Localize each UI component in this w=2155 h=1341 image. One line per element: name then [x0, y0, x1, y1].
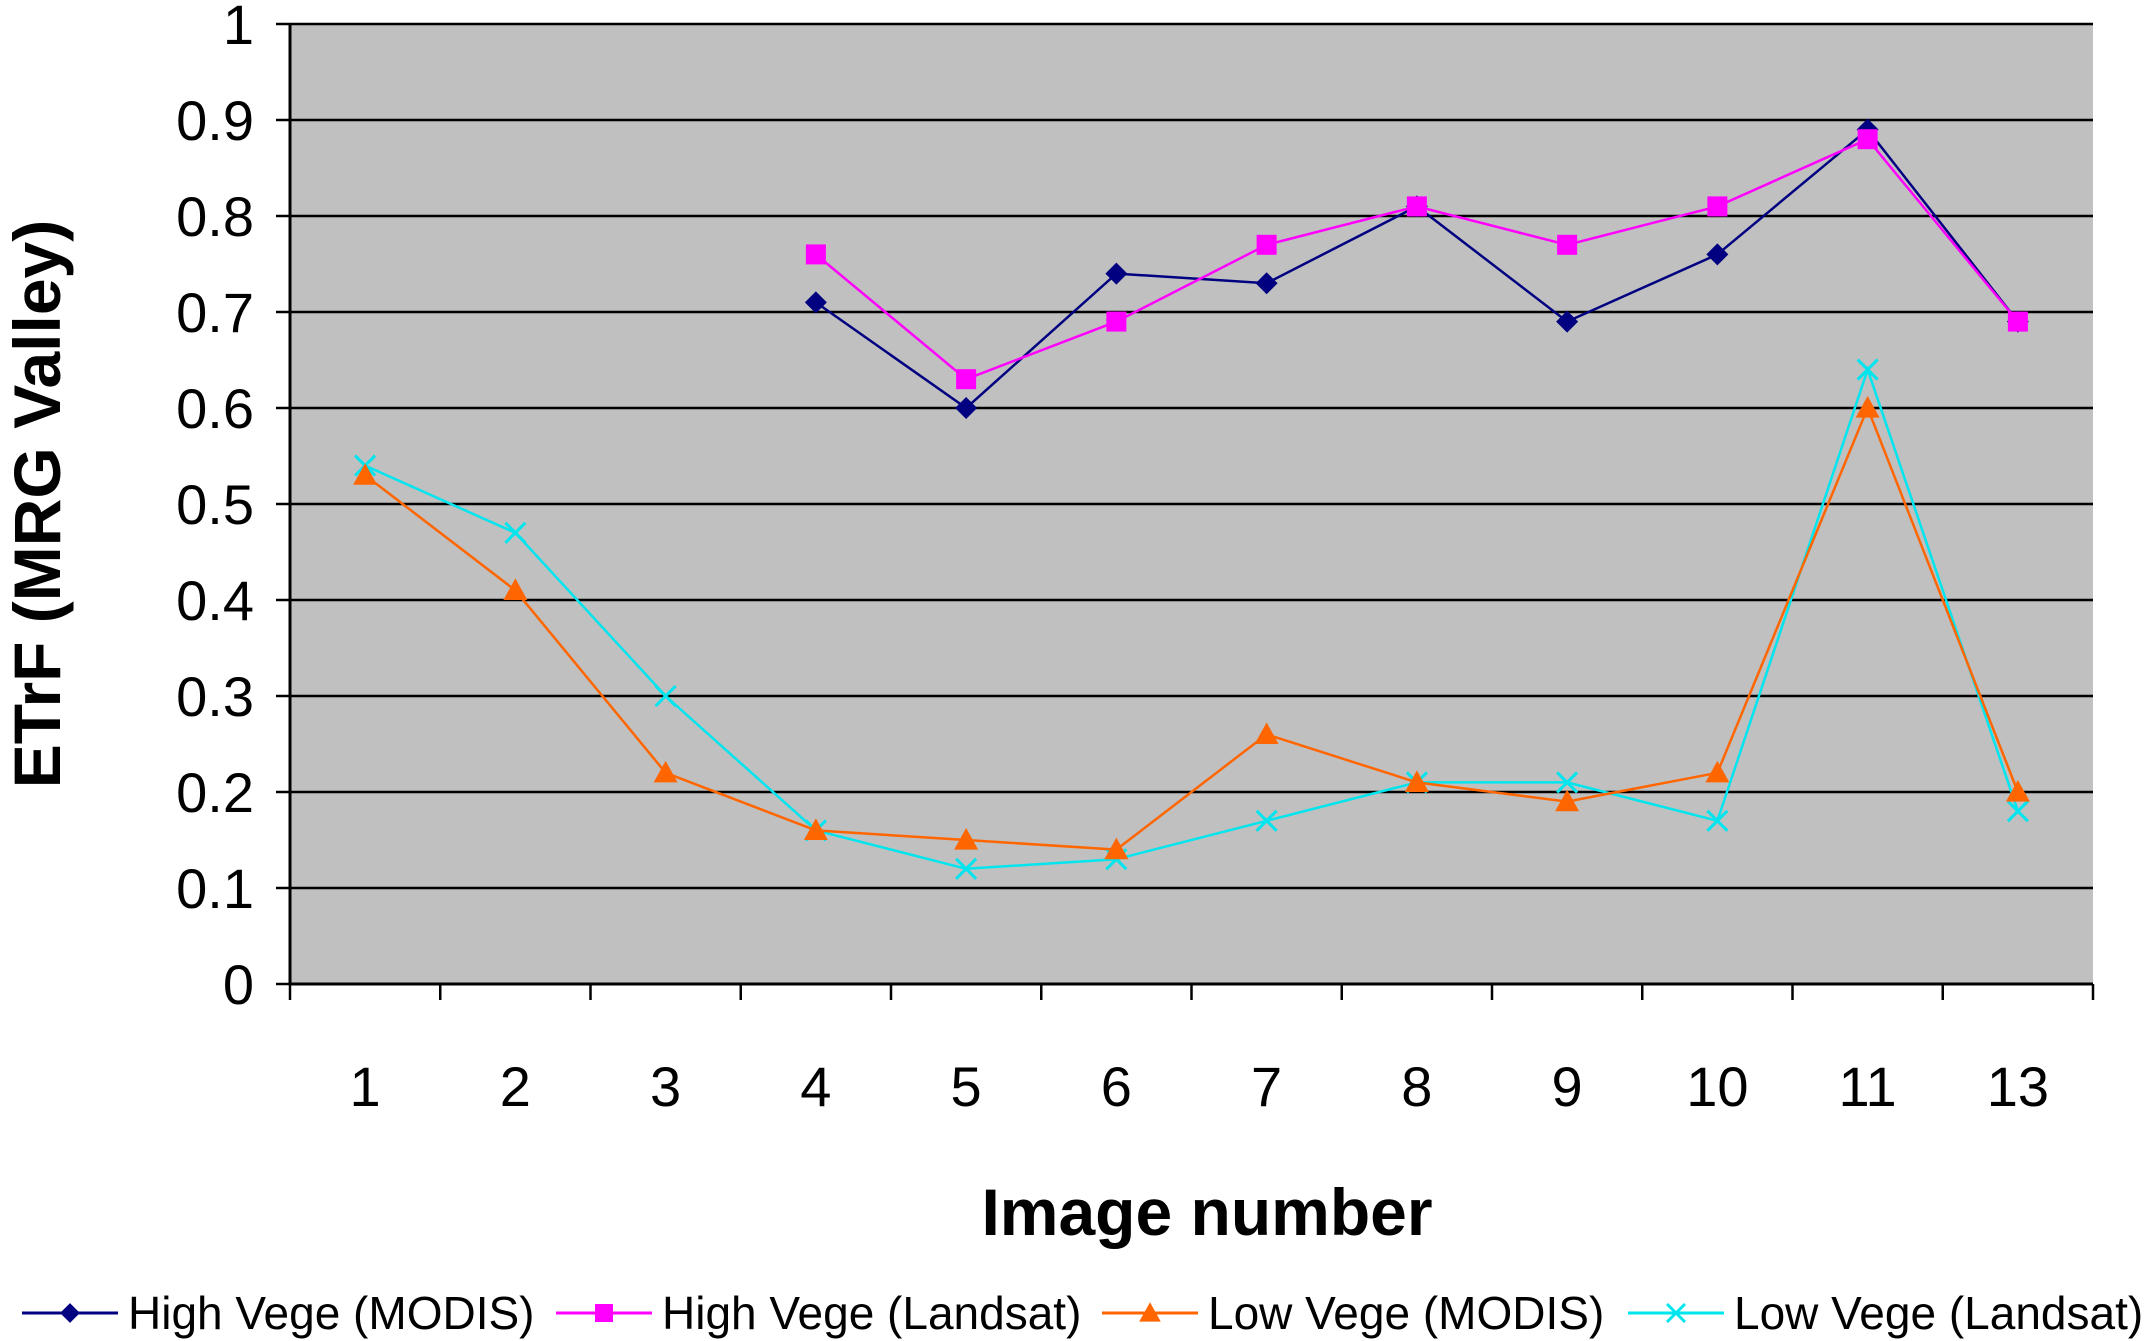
data-point — [955, 857, 978, 880]
x-tick-label: 7 — [1251, 1055, 1282, 1118]
legend-swatch-marker — [1665, 1302, 1687, 1324]
data-point — [653, 760, 678, 783]
y-tick-label: 1 — [223, 0, 254, 56]
data-point — [1706, 809, 1729, 832]
y-tick-label: 0.2 — [176, 761, 254, 824]
data-point — [956, 369, 977, 390]
y-tick-label: 0.7 — [176, 281, 254, 344]
data-point — [805, 244, 826, 265]
legend-label: Low Vege (Landsat) — [1734, 1287, 2143, 1339]
y-tick-label: 0.9 — [176, 89, 254, 152]
y-tick-labels: 0 0.1 0.2 0.3 0.4 0.5 0.6 0.7 0.8 0.9 1 — [176, 0, 254, 1016]
y-tick-label: 0.6 — [176, 377, 254, 440]
x-tick-label: 3 — [650, 1055, 681, 1118]
x-tick-label: 4 — [800, 1055, 831, 1118]
data-point — [1404, 770, 1429, 792]
data-point — [1255, 809, 1278, 832]
series-high-vege-landsat — [805, 129, 2028, 390]
x-tick-label: 9 — [1552, 1055, 1583, 1118]
data-point — [1254, 722, 1279, 744]
data-point — [804, 291, 827, 314]
data-point — [1706, 243, 1729, 266]
x-tick-label: 5 — [951, 1055, 982, 1118]
legend-item: Low Vege (MODIS) — [1102, 1287, 1604, 1339]
data-point — [955, 397, 978, 419]
y-tick-label: 0.3 — [176, 665, 254, 728]
data-point — [1556, 310, 1579, 333]
y-tick-label: 0.5 — [176, 473, 254, 536]
y-tick-label: 0.4 — [176, 569, 254, 632]
series-line — [364, 404, 2020, 851]
data-point — [1256, 234, 1277, 255]
y-tick-label: 0.1 — [176, 857, 254, 920]
legend-swatch-marker — [595, 1304, 613, 1322]
data-point — [1104, 837, 1129, 860]
data-point — [504, 521, 527, 544]
data-point — [1556, 771, 1579, 794]
x-tick-label: 11 — [1839, 1055, 1897, 1118]
data-point — [353, 463, 378, 485]
data-point — [654, 684, 677, 708]
legend-label: Low Vege (MODIS) — [1208, 1287, 1604, 1339]
x-tick-label: 10 — [1686, 1055, 1748, 1118]
data-point — [503, 578, 528, 600]
legend-item: High Vege (Landsat) — [556, 1287, 1081, 1339]
x-tick-label: 2 — [500, 1055, 531, 1118]
series-low-vege-modis — [353, 396, 2030, 860]
y-tick-label: 0 — [223, 953, 254, 1016]
x-tick-labels: 1 2 3 4 5 6 7 8 9 10 11 13 — [350, 1055, 2049, 1118]
x-tick-label: 6 — [1101, 1055, 1132, 1118]
x-tick-label: 1 — [350, 1055, 381, 1118]
legend-label: High Vege (Landsat) — [662, 1287, 1081, 1339]
legend-item: High Vege (MODIS) — [22, 1287, 534, 1339]
y-axis-title: ETrF (MRG Valley) — [0, 220, 74, 788]
x-tick-label: 8 — [1401, 1055, 1432, 1118]
legend-swatch-marker — [60, 1303, 80, 1323]
data-point — [954, 828, 979, 850]
data-point — [1705, 760, 1730, 783]
legend-item: Low Vege (Landsat) — [1628, 1287, 2143, 1339]
axes — [276, 22, 2095, 1000]
x-axis-title: Image number — [981, 1175, 1432, 1249]
y-tick-label: 0.8 — [176, 185, 254, 248]
data-point — [1557, 234, 1578, 255]
legend-swatch-marker — [1139, 1302, 1161, 1322]
legend: High Vege (MODIS) High Vege (Landsat) Low … — [22, 1287, 2143, 1339]
data-point — [1857, 129, 1878, 150]
data-point — [1555, 789, 1580, 812]
data-point — [2005, 780, 2030, 802]
data-point — [803, 818, 828, 840]
data-point — [1855, 396, 1880, 418]
data-point — [1856, 358, 1879, 381]
data-point — [1106, 311, 1127, 332]
data-series — [353, 118, 2030, 880]
data-point — [2006, 800, 2029, 823]
legend-label: High Vege (MODIS) — [128, 1287, 534, 1339]
data-point — [1406, 196, 1427, 217]
x-tick-label: 13 — [1987, 1055, 2049, 1118]
data-point — [1255, 272, 1278, 295]
data-point — [2007, 311, 2028, 332]
data-point — [1105, 262, 1128, 285]
series-line — [364, 365, 2020, 871]
data-point — [1707, 196, 1728, 217]
